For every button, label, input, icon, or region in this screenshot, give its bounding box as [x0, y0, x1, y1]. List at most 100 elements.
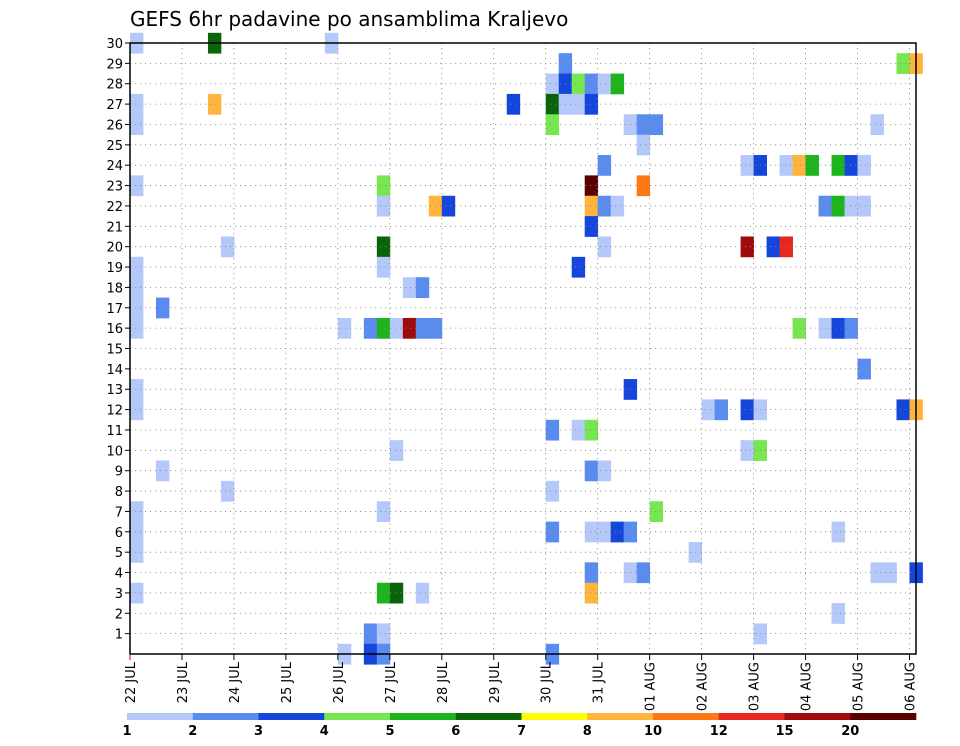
legend-label: 3 — [254, 724, 263, 739]
y-tick-label: 18 — [106, 281, 123, 296]
heatmap-cell — [584, 93, 599, 115]
y-tick-label: 2 — [115, 607, 123, 622]
legend-swatch — [587, 713, 654, 720]
heatmap-cell — [584, 562, 599, 584]
heatmap-cell — [207, 93, 222, 115]
y-tick-label: 27 — [106, 98, 123, 113]
heatmap-cell — [701, 399, 716, 421]
heatmap-cell — [376, 582, 391, 604]
heatmap-cell — [220, 236, 235, 258]
heatmap-cell — [415, 317, 430, 339]
y-tick-label: 12 — [106, 404, 123, 419]
heatmap-cell — [831, 195, 845, 217]
heatmap-cell — [571, 419, 586, 441]
x-tick-label: 25 JUL — [280, 661, 295, 703]
heatmap-cell — [636, 175, 651, 197]
heatmap-cell — [130, 379, 144, 400]
heatmap-cell — [130, 399, 144, 421]
heatmap-cell — [831, 155, 845, 176]
heatmap-cell — [376, 623, 391, 645]
heatmap-cell — [610, 521, 625, 543]
heatmap-cell — [740, 440, 755, 461]
heatmap-cell — [844, 317, 858, 339]
heatmap-cell — [376, 317, 391, 339]
y-axis: 1234567891011121314151617181920212223242… — [106, 37, 130, 643]
heatmap-cell — [130, 93, 144, 115]
heatmap-cell — [130, 175, 144, 197]
heatmap-cell — [130, 317, 144, 339]
heatmap-cell — [597, 521, 612, 543]
legend-swatch — [390, 713, 457, 720]
y-tick-label: 23 — [106, 180, 123, 195]
x-tick-label: 23 JUL — [176, 661, 191, 703]
heatmap-cell — [714, 399, 729, 421]
heatmap-cell — [402, 317, 417, 339]
heatmap-cell — [584, 419, 599, 441]
y-tick-label: 10 — [106, 444, 123, 459]
x-tick-label: 01 AUG — [644, 662, 659, 711]
legend-swatch — [258, 713, 325, 720]
heatmap-cell — [610, 73, 625, 95]
heatmap-cell — [571, 93, 586, 115]
heatmap-cell — [545, 93, 560, 115]
legend-swatch — [850, 713, 917, 720]
heatmap-cell — [740, 399, 755, 421]
y-tick-label: 14 — [106, 363, 123, 378]
heatmap-cell — [571, 256, 586, 278]
legend-swatch — [784, 713, 851, 720]
legend-label: 4 — [320, 724, 329, 739]
heatmap-cell — [831, 603, 845, 624]
legend-swatch — [455, 713, 522, 720]
heatmap-cell — [130, 297, 144, 319]
plot-frame — [129, 42, 917, 655]
y-tick-label: 4 — [115, 567, 123, 582]
heatmap-cell — [870, 562, 884, 584]
y-tick-label: 22 — [106, 200, 123, 215]
heatmap-cell — [870, 114, 884, 136]
heatmap-cell — [545, 419, 560, 441]
heatmap-cell — [545, 521, 560, 543]
heatmap-cell — [584, 216, 599, 237]
legend-label: 6 — [451, 724, 460, 739]
x-tick-label: 22 JUL — [124, 661, 139, 703]
heatmap-cell — [545, 114, 560, 136]
heatmap-cell — [896, 399, 910, 421]
heatmap-cell — [779, 236, 793, 258]
heatmap-cell — [220, 480, 235, 502]
x-tick-label: 28 JUL — [436, 661, 451, 703]
legend-label: 5 — [385, 724, 394, 739]
y-tick-label: 8 — [115, 485, 123, 500]
x-tick-label: 30 JUL — [540, 661, 555, 703]
heatmap-cell — [155, 297, 170, 319]
heatmap-cell — [610, 195, 625, 217]
y-tick-label: 20 — [106, 241, 123, 256]
y-tick-label: 7 — [115, 505, 123, 520]
heatmap-cell — [636, 114, 651, 136]
y-tick-label: 5 — [115, 546, 123, 561]
y-tick-label: 30 — [106, 37, 123, 52]
heatmap-cell — [649, 114, 664, 136]
heatmap-cell — [597, 73, 612, 95]
legend-label: 7 — [517, 724, 526, 739]
heatmap-cell — [584, 73, 599, 95]
x-tick-label: 26 JUL — [332, 661, 347, 703]
heatmap-cell — [337, 317, 352, 339]
heatmap-cell — [376, 195, 391, 217]
heatmap-cell — [415, 277, 430, 298]
y-tick-label: 11 — [106, 424, 123, 439]
heatmap-cell — [740, 236, 755, 258]
heatmap-cell — [584, 195, 599, 217]
x-tick-label: 27 JUL — [384, 661, 399, 703]
y-tick-label: 29 — [106, 57, 123, 72]
chart-title: GEFS 6hr padavine po ansamblima Kraljevo — [130, 7, 568, 31]
heatmap-cell — [584, 460, 599, 482]
legend-swatch — [653, 713, 720, 720]
heatmap-cell — [130, 501, 144, 523]
heatmap-cell — [584, 521, 599, 543]
x-tick-label: 24 JUL — [228, 661, 243, 703]
x-axis: 22 JUL 23 JUL 24 JUL 25 JUL 26 JUL 27 JUL 28 J… — [124, 654, 919, 711]
y-tick-label: 16 — [106, 322, 123, 337]
legend-label: 20 — [841, 724, 859, 739]
